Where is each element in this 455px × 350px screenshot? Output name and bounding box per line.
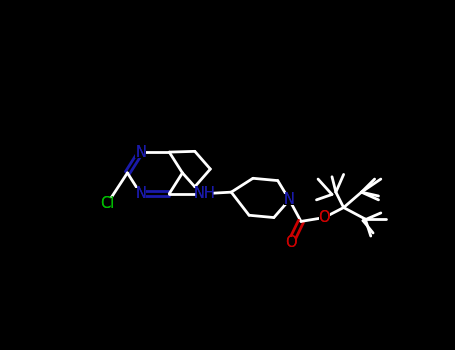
Bar [135, 188, 146, 199]
Text: N: N [284, 193, 295, 207]
Bar [285, 237, 296, 247]
Text: N: N [135, 186, 146, 201]
Text: Cl: Cl [100, 196, 115, 211]
Bar [197, 188, 212, 199]
Text: N: N [135, 145, 146, 160]
Bar [284, 195, 295, 205]
Text: O: O [285, 235, 297, 250]
Text: N: N [284, 193, 295, 207]
Text: N: N [135, 145, 146, 160]
Text: O: O [285, 235, 297, 250]
Bar [319, 212, 330, 223]
Text: O: O [318, 210, 330, 225]
Text: O: O [318, 210, 330, 225]
Text: NH: NH [193, 186, 215, 201]
Bar [135, 147, 146, 158]
Bar [100, 198, 115, 209]
Text: NH: NH [193, 186, 215, 201]
Text: Cl: Cl [100, 196, 115, 211]
Text: N: N [135, 186, 146, 201]
